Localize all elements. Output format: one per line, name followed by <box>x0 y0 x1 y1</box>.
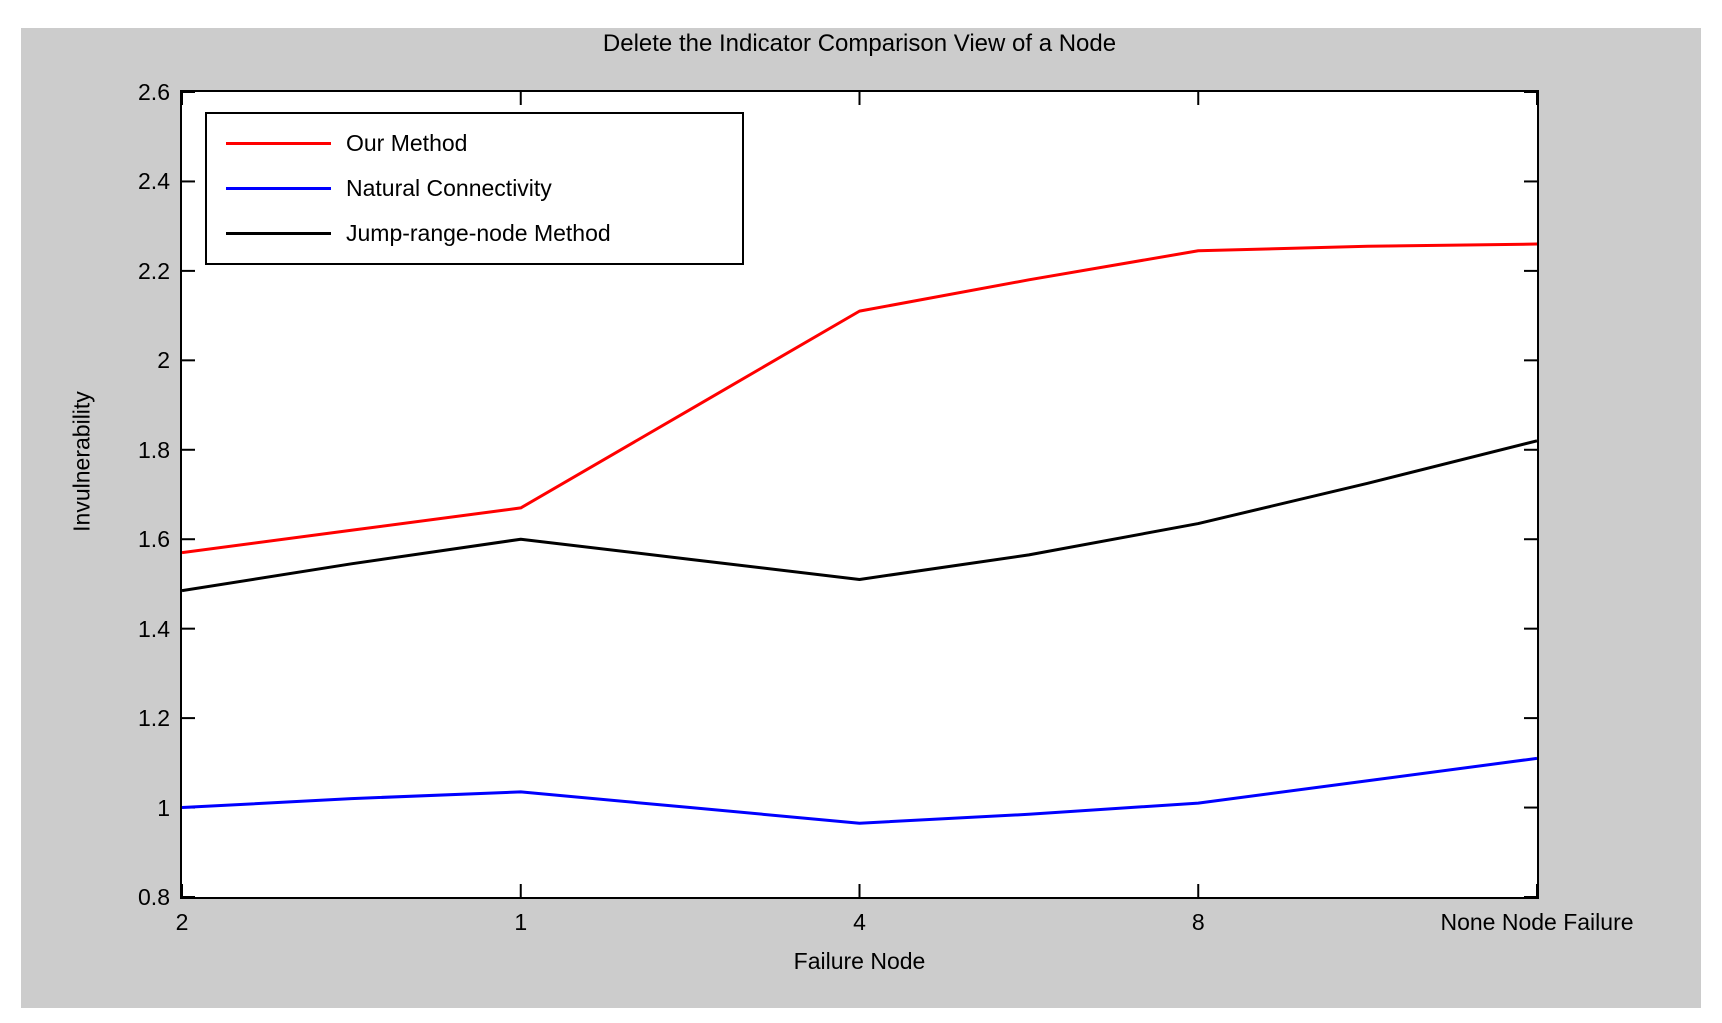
x-tick-label: 1 <box>514 909 528 935</box>
legend-label: Natural Connectivity <box>346 175 552 201</box>
y-axis-label: Invulnerability <box>68 391 95 532</box>
legend-label: Jump-range-node Method <box>346 220 611 246</box>
y-tick-label: 1.2 <box>138 705 170 732</box>
y-tick-label: 1.6 <box>138 526 170 553</box>
x-tick-label: 4 <box>853 909 866 935</box>
series-line-1 <box>182 242 1537 555</box>
y-tick-label: 1.8 <box>138 436 170 463</box>
x-tick-label: 2 <box>175 909 189 935</box>
y-tick-label: 2.4 <box>138 168 170 195</box>
legend-line-sample <box>226 232 331 235</box>
series-line-3 <box>182 439 1537 593</box>
legend-row: Natural Connectivity <box>207 166 742 211</box>
chart-title: Delete the Indicator Comparison View of … <box>602 30 1117 57</box>
legend-line-sample <box>226 142 331 145</box>
x-axis-label: Failure Node <box>793 948 926 974</box>
plot-canvas <box>182 92 1537 897</box>
x-tick-label: 8 <box>1191 909 1205 935</box>
legend-row: Jump-range-node Method <box>207 211 742 256</box>
legend: Our Method Natural Connectivity Jump-range… <box>205 112 744 265</box>
y-tick-label: 1.4 <box>138 615 170 642</box>
y-tick-label: 0.8 <box>138 884 170 910</box>
y-tick-label: 1 <box>157 794 170 821</box>
legend-label: Our Method <box>346 130 468 156</box>
y-tick-label: 2.2 <box>138 257 170 284</box>
legend-line-sample <box>226 187 331 190</box>
series-line-2 <box>182 756 1537 825</box>
y-tick-label: 2 <box>157 347 170 374</box>
y-tick-label: 2.6 <box>138 79 170 105</box>
x-tick-label: None Node Failure <box>1440 909 1634 935</box>
legend-row: Our Method <box>207 121 742 166</box>
